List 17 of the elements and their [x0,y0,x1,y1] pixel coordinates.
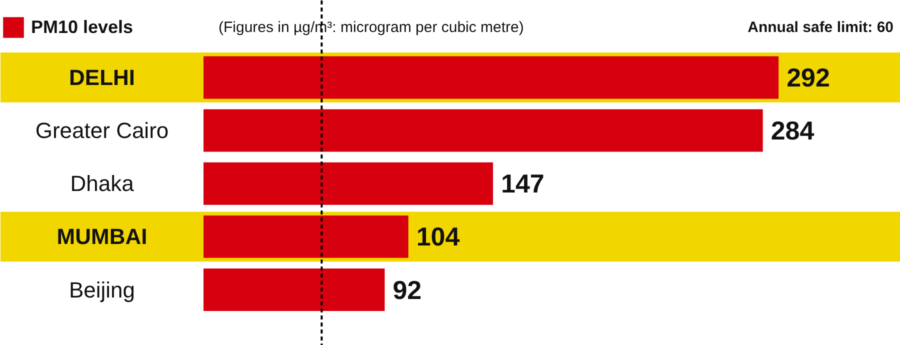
legend-label: PM10 levels [31,16,134,38]
data-label: 147 [501,168,544,199]
y-tick-label: Greater Cairo [35,118,169,144]
bar [204,268,385,311]
text: (Figures in µg/m³: microgram per cubic metre) [218,19,524,36]
data-label: 292 [786,62,830,92]
data-label: 104 [416,222,460,252]
y-tick-label: DELHI [69,64,135,90]
bar [204,215,408,258]
data-label: 92 [392,274,422,305]
data-label: 284 [770,116,815,146]
y-tick-label: Dhaka [70,171,135,196]
bar [204,109,763,152]
y-tick-label: Beijing [68,277,136,302]
bar [204,162,494,205]
ref-line-label: Annual safe limit: 60 [748,19,894,36]
y-tick-label: MUMBAI [56,224,148,250]
